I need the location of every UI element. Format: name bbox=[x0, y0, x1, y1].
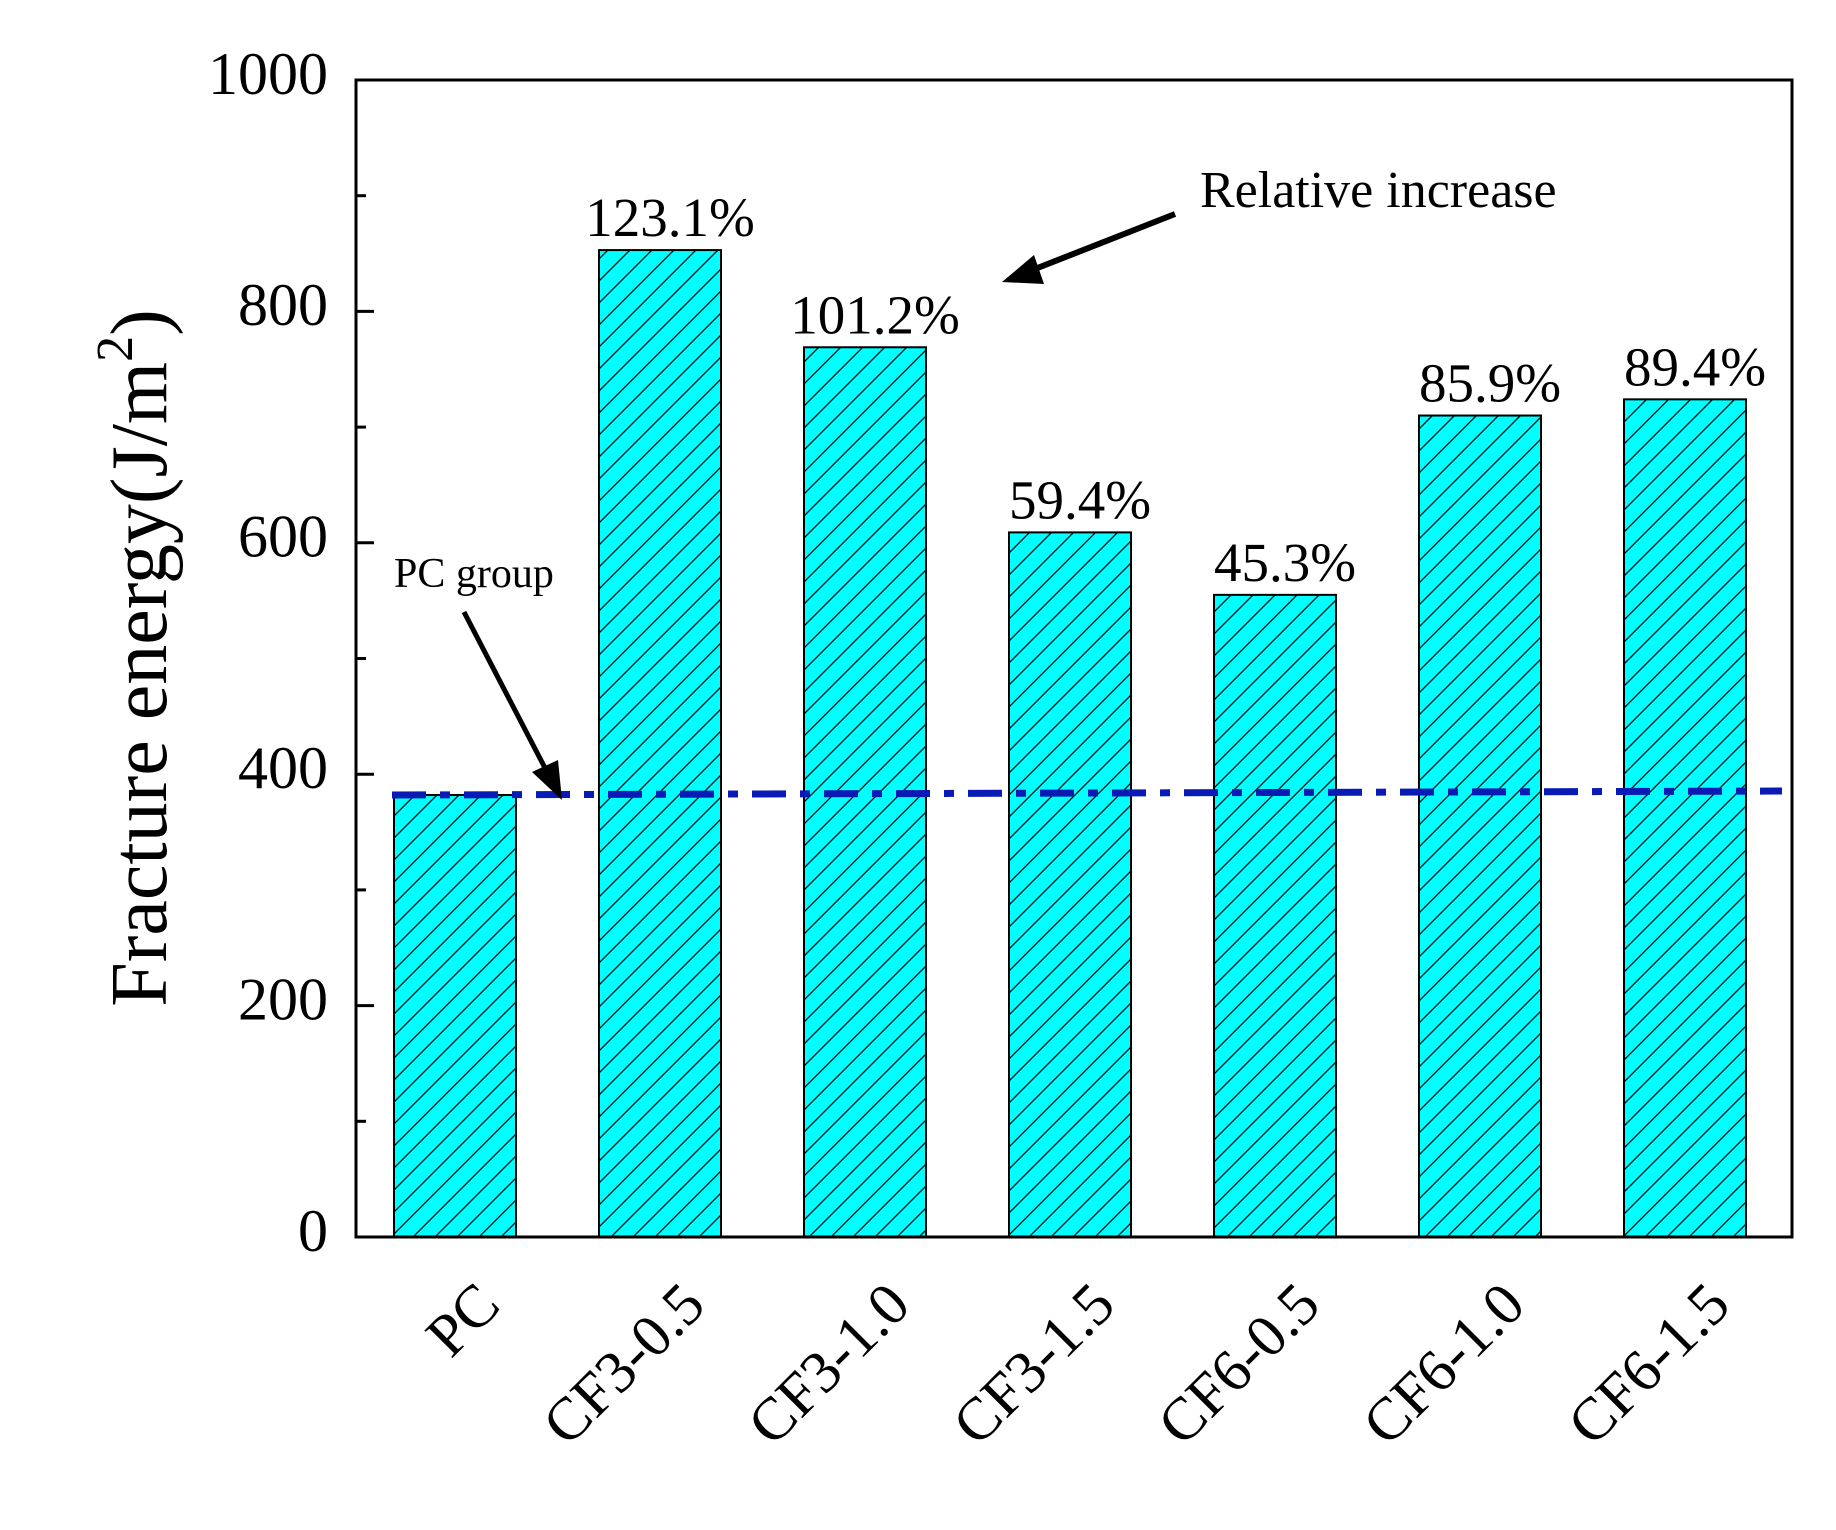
bar-pc bbox=[393, 794, 517, 1238]
x-tick-label-pc: PC bbox=[413, 1270, 512, 1369]
pc-group-arrow bbox=[461, 610, 548, 770]
bar-cf3-1.5 bbox=[1008, 531, 1132, 1238]
bar-label-cf3-1.5: 59.4% bbox=[1009, 469, 1151, 530]
relative-increase-arrow bbox=[1010, 211, 1177, 281]
y-tick-label: 1000 bbox=[208, 41, 328, 107]
bar-label-cf6-1.5: 89.4% bbox=[1624, 336, 1766, 397]
x-tick-label-cf3-1.5: CF3-1.5 bbox=[940, 1270, 1127, 1457]
pc-group-annotation: PC group bbox=[394, 551, 554, 597]
bar-cf6-0.5 bbox=[1213, 593, 1337, 1238]
x-tick-label-cf6-1.0: CF6-1.0 bbox=[1350, 1270, 1537, 1457]
bar-labels-layer: 123.1% 101.2% 59.4% 45.3% 85.9% 89.4% bbox=[585, 187, 1766, 593]
bar-label-cf6-1.0: 85.9% bbox=[1419, 353, 1561, 414]
y-tick-label: 600 bbox=[238, 504, 328, 570]
x-tick-label-cf3-1.0: CF3-1.0 bbox=[735, 1270, 922, 1457]
relative-increase-arrowhead bbox=[1002, 255, 1044, 284]
reference-line-layer bbox=[391, 787, 1783, 799]
y-tick-label: 0 bbox=[298, 1198, 328, 1264]
y-tick-label: 200 bbox=[238, 966, 328, 1032]
bar-cf3-0.5 bbox=[598, 249, 722, 1239]
bar-label-cf6-0.5: 45.3% bbox=[1214, 532, 1356, 593]
pc-group-arrowhead bbox=[532, 760, 562, 800]
x-tick-label-cf6-0.5: CF6-0.5 bbox=[1145, 1270, 1332, 1457]
y-tick-label: 800 bbox=[238, 272, 328, 338]
bar-cf6-1.5 bbox=[1623, 398, 1747, 1239]
y-axis-label: Fracture energy(J/m2) bbox=[87, 309, 184, 1007]
bar-cf6-1.0 bbox=[1418, 414, 1542, 1238]
pc-reference-line bbox=[391, 787, 1783, 799]
bar-label-cf3-1.0: 101.2% bbox=[790, 284, 960, 345]
relative-increase-annotation: Relative increase bbox=[1200, 162, 1557, 219]
x-tick-label-cf6-1.5: CF6-1.5 bbox=[1555, 1270, 1742, 1457]
x-axis: PC CF3-0.5 CF3-1.0 CF3-1.5 CF6-0.5 CF6-1.0 CF6… bbox=[413, 1270, 1742, 1457]
bar-label-cf3-0.5: 123.1% bbox=[585, 187, 755, 248]
y-tick-label: 400 bbox=[238, 735, 328, 801]
x-tick-label-cf3-0.5: CF3-0.5 bbox=[530, 1270, 717, 1457]
y-axis: 0 200 400 600 800 1000 bbox=[208, 41, 374, 1264]
